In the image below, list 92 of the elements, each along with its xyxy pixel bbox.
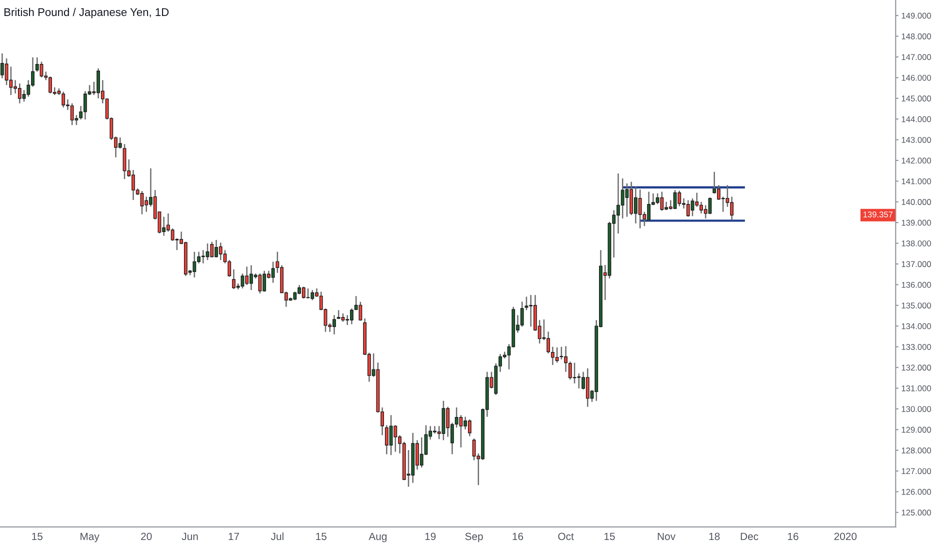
candlestick bbox=[384, 424, 388, 455]
x-tick-label: 2020 bbox=[834, 532, 857, 540]
y-tick-label: 131.000 bbox=[902, 385, 932, 392]
candlestick bbox=[70, 102, 74, 126]
x-tick-label: 15 bbox=[316, 532, 326, 540]
x-tick-label: 15 bbox=[604, 532, 615, 540]
candlestick bbox=[40, 61, 44, 78]
candlestick bbox=[346, 314, 350, 326]
candlestick bbox=[420, 436, 424, 468]
candlestick bbox=[708, 196, 712, 215]
candlestick bbox=[678, 190, 682, 207]
x-tick-label: 16 bbox=[788, 532, 798, 540]
y-tick-label: 126.000 bbox=[902, 488, 932, 495]
x-tick-label: May bbox=[80, 532, 100, 542]
y-tick-label: 141.000 bbox=[902, 178, 932, 184]
candlestick bbox=[459, 414, 463, 448]
x-tick-label: Nov bbox=[658, 532, 676, 540]
x-tick-label: 15 bbox=[32, 532, 42, 540]
candlestick bbox=[140, 190, 144, 215]
candlestick bbox=[306, 288, 310, 300]
candlestick bbox=[262, 270, 266, 292]
x-tick-label: Aug bbox=[368, 532, 387, 542]
y-tick-label: 137.000 bbox=[902, 261, 932, 268]
candlestick bbox=[660, 191, 664, 212]
candlestick bbox=[218, 242, 222, 261]
y-tick-label: 136.000 bbox=[902, 282, 932, 288]
y-tick-label: 144.000 bbox=[902, 116, 932, 122]
x-tick-label: 18 bbox=[709, 532, 720, 540]
y-tick-label: 138.000 bbox=[902, 240, 932, 246]
candlestick bbox=[118, 136, 122, 150]
y-tick-label: 142.000 bbox=[902, 158, 932, 164]
candlestick bbox=[586, 368, 590, 408]
y-tick-label: 149.000 bbox=[902, 12, 932, 19]
candlestick bbox=[192, 251, 196, 278]
x-tick-label: 20 bbox=[141, 532, 152, 540]
candlestick bbox=[394, 424, 398, 452]
candlestick bbox=[577, 372, 581, 390]
candlestick bbox=[9, 66, 13, 96]
candlestick bbox=[572, 362, 576, 384]
candlestick bbox=[271, 261, 275, 284]
y-tick-label: 134.000 bbox=[902, 323, 932, 330]
y-tick-label: 139.000 bbox=[902, 220, 932, 226]
x-tick-label: Oct bbox=[558, 532, 574, 540]
x-tick-label: Jun bbox=[182, 532, 198, 540]
y-tick-label: 135.000 bbox=[902, 302, 932, 308]
x-tick-label: 17 bbox=[228, 532, 240, 540]
y-tick-label: 129.000 bbox=[902, 426, 932, 433]
candlestick bbox=[524, 296, 528, 311]
annotation: 139.357 bbox=[863, 212, 893, 218]
y-tick-label: 143.000 bbox=[902, 136, 932, 143]
candlestick bbox=[35, 56, 39, 72]
y-tick-label: 147.000 bbox=[902, 54, 932, 60]
y-tick-label: 146.000 bbox=[902, 74, 932, 81]
candlestick bbox=[555, 346, 559, 364]
candlestick bbox=[638, 188, 642, 229]
candlestick bbox=[358, 301, 362, 322]
x-tick-label: Dec bbox=[740, 532, 758, 540]
y-tick-label: 132.000 bbox=[902, 364, 932, 371]
x-tick-label: Jul bbox=[270, 532, 284, 540]
y-tick-label: 125.000 bbox=[902, 510, 932, 516]
candlestick bbox=[170, 228, 174, 242]
candlestick bbox=[625, 182, 629, 218]
y-tick-label: 133.000 bbox=[902, 344, 932, 350]
candlestick bbox=[690, 198, 694, 217]
y-tick-label: 130.000 bbox=[902, 406, 932, 412]
text: British Pound / Japanese Yen, 1D bbox=[4, 8, 169, 18]
candlestick bbox=[245, 266, 249, 286]
candlestick bbox=[560, 346, 564, 360]
candlestick bbox=[620, 178, 624, 220]
candlestick bbox=[210, 241, 214, 258]
y-tick-label: 127.000 bbox=[902, 468, 932, 474]
candlestick bbox=[389, 414, 393, 456]
candlestick bbox=[686, 200, 690, 218]
x-tick-label: Sep bbox=[465, 532, 483, 542]
candlestick bbox=[144, 196, 148, 212]
candlestick bbox=[529, 294, 533, 328]
candlestick bbox=[695, 192, 699, 208]
candlestick bbox=[18, 82, 22, 104]
candlestick bbox=[310, 289, 314, 301]
candlestick bbox=[520, 301, 524, 328]
candlestick bbox=[62, 91, 66, 108]
candlestick bbox=[4, 58, 8, 86]
x-tick-label: 16 bbox=[512, 532, 524, 540]
y-tick-label: 145.000 bbox=[902, 96, 932, 102]
y-tick-label: 140.000 bbox=[902, 199, 932, 205]
y-tick-label: 128.000 bbox=[902, 448, 932, 454]
candlestick bbox=[302, 286, 306, 300]
candlestick bbox=[240, 272, 244, 290]
candlestick bbox=[468, 418, 472, 437]
x-tick-label: 19 bbox=[425, 532, 436, 540]
y-tick-label: 148.000 bbox=[902, 33, 932, 40]
candlestick bbox=[568, 361, 572, 380]
